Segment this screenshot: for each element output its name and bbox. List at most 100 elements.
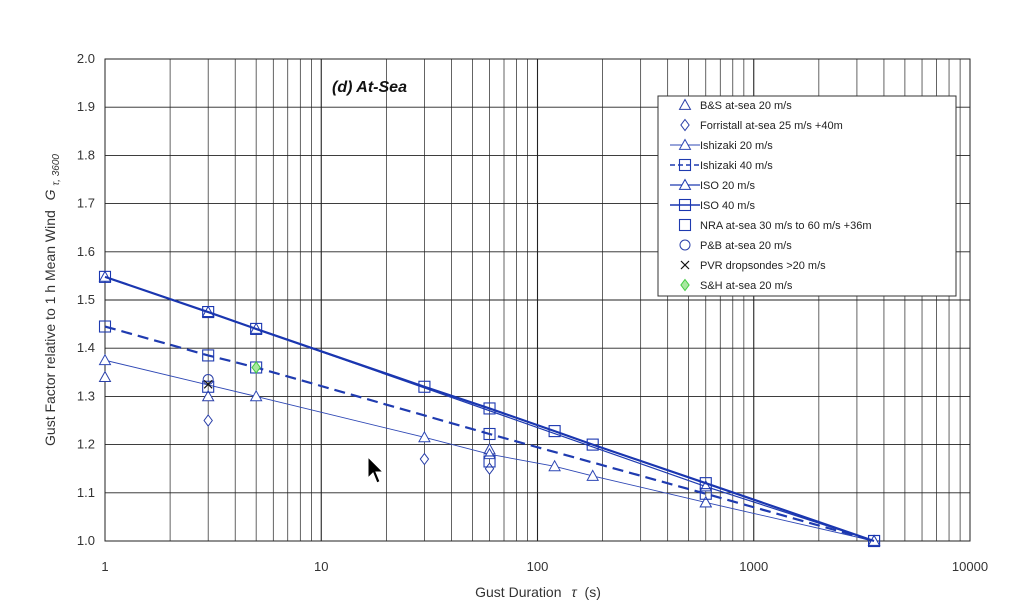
legend-marker (678, 158, 692, 172)
data-point (548, 459, 561, 472)
data-point (98, 270, 112, 283)
legend-item: ISO 20 m/s (670, 178, 756, 192)
data-point (98, 270, 112, 282)
data-point (251, 361, 261, 374)
y-tick-label: 1.0 (77, 533, 95, 548)
data-point (249, 389, 263, 402)
series-6 (202, 380, 496, 468)
legend-marker (679, 239, 691, 251)
legend-label: Ishizaki 40 m/s (700, 160, 773, 172)
tick-labels: 1 10 100 1000 10000 1.0 1.1 1.2 1.3 1.4 1.5 1.6 1.7 1… (77, 51, 988, 574)
data-point (586, 438, 599, 451)
legend-label: B&S at-sea 20 m/s (700, 100, 792, 112)
data-point (250, 322, 263, 335)
data-point (202, 305, 215, 319)
data-point (699, 495, 713, 508)
data-point (203, 414, 213, 427)
data-point (419, 452, 430, 466)
x-stroke (203, 379, 213, 389)
series-layer (98, 270, 881, 548)
legend-item: B&S at-sea 20 m/s (678, 98, 792, 112)
legend-marker (678, 138, 692, 150)
data-point (201, 389, 215, 402)
data-point (868, 534, 881, 548)
data-point (203, 379, 213, 389)
legend-marker (678, 198, 692, 212)
legend-label: Forristall at-sea 25 m/s +40m (700, 120, 843, 132)
legend-item: PVR dropsondes >20 m/s (680, 260, 826, 272)
y-tick-label: 2.0 (77, 51, 95, 66)
legend-label: ISO 40 m/s (700, 200, 756, 212)
y-tick-label: 1.7 (77, 196, 95, 211)
x-axis-unit: (s) (585, 584, 601, 600)
legend-items: B&S at-sea 20 m/s Forristall at-sea 25 m/… (670, 98, 872, 292)
series-line (104, 359, 875, 542)
plot-area-border (104, 58, 971, 542)
legend-item: Ishizaki 20 m/s (670, 138, 773, 152)
legend-marker (680, 278, 690, 292)
legend-marker (680, 118, 690, 132)
x-tick-label: 1000 (739, 559, 768, 574)
data-point (484, 462, 495, 476)
y-tick-label: 1.2 (77, 437, 95, 452)
legend-marker (678, 178, 692, 190)
legend-marker (678, 218, 692, 232)
x-axis-title: Gust Duration τ (s) (475, 584, 601, 600)
x-tick-label: 10000 (952, 559, 988, 574)
data-point (483, 455, 496, 468)
legend-item: Forristall at-sea 25 m/s +40m (680, 118, 843, 132)
data-point (202, 380, 215, 393)
mouse-cursor-icon (367, 456, 385, 484)
x-tick-label: 10 (314, 559, 328, 574)
data-point (202, 349, 215, 362)
y-tick-label: 1.4 (77, 340, 95, 355)
legend-item: S&H at-sea 20 m/s (680, 278, 793, 292)
x-tick-label: 1 (101, 559, 108, 574)
y-tick-label: 1.9 (77, 99, 95, 114)
y-tick-label: 1.3 (77, 388, 95, 403)
y-tick-label: 1.6 (77, 244, 95, 259)
legend-item: NRA at-sea 30 m/s to 60 m/s +36m (678, 218, 872, 232)
x-stroke (680, 260, 690, 270)
data-point (548, 425, 561, 438)
series-9 (251, 361, 261, 374)
legend-marker (678, 98, 692, 110)
x-axis-symbol: τ (571, 584, 577, 600)
legend: B&S at-sea 20 m/s Forristall at-sea 25 m/… (657, 95, 957, 297)
panel-title: (d) At-Sea (332, 79, 407, 96)
data-point (98, 370, 112, 383)
data-point (418, 430, 431, 443)
y-axis-subscript: τ, 3600 (51, 154, 62, 186)
legend-marker (680, 260, 690, 270)
data-point (483, 427, 496, 441)
series-line (104, 325, 875, 543)
data-point (699, 477, 712, 490)
legend-label: ISO 20 m/s (700, 180, 756, 192)
legend-item: P&B at-sea 20 m/s (679, 239, 792, 252)
series-line (104, 275, 875, 543)
data-point (98, 353, 112, 366)
legend-label: NRA at-sea 30 m/s to 60 m/s +36m (700, 220, 872, 232)
legend-box (657, 95, 957, 297)
y-axis-label: Gust Factor relative to 1 h Mean Wind (42, 210, 58, 446)
x-axis-label: Gust Duration (475, 584, 561, 600)
series-5 (98, 270, 881, 548)
x-tick-label: 100 (527, 559, 549, 574)
legend-label: PVR dropsondes >20 m/s (700, 260, 826, 272)
y-tick-label: 1.1 (77, 485, 95, 500)
series-0 (98, 370, 713, 508)
data-point (418, 380, 431, 393)
series-8 (203, 379, 213, 389)
data-point (483, 402, 496, 415)
legend-label: S&H at-sea 20 m/s (700, 280, 793, 292)
legend-label: P&B at-sea 20 m/s (700, 240, 792, 252)
y-tick-label: 1.5 (77, 292, 95, 307)
y-axis-symbol: G (42, 189, 58, 200)
y-tick-label: 1.8 (77, 147, 95, 162)
data-point (586, 469, 600, 481)
legend-item: Ishizaki 40 m/s (670, 158, 773, 172)
data-point (98, 320, 112, 333)
legend-label: Ishizaki 20 m/s (700, 140, 773, 152)
y-axis-title: Gust Factor relative to 1 h Mean Wind G … (42, 154, 62, 446)
